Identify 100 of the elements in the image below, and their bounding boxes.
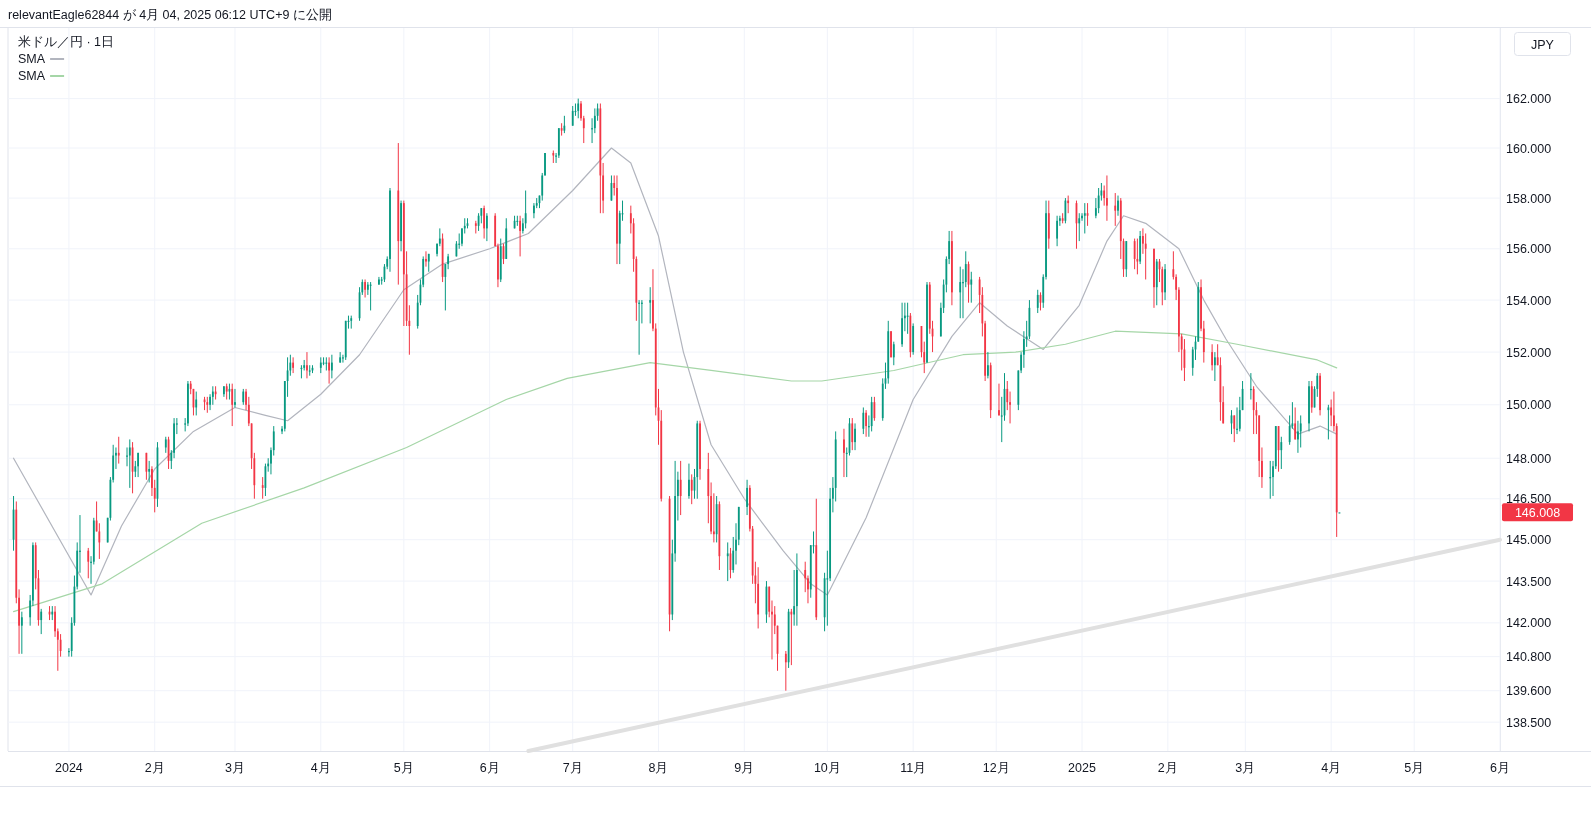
line-series (12, 147, 1338, 596)
y-tick-label: 156.000 (1506, 242, 1552, 257)
y-tick-label: 142.000 (1506, 616, 1552, 631)
text: relevantEagle62844 が 4月 04, 2025 06:12 UTC+9 に公開 (8, 8, 332, 22)
candlestick (187, 380, 189, 427)
candlestick (524, 190, 527, 229)
candlestick (223, 385, 225, 398)
x-tick-label: 8月 (648, 761, 669, 775)
y-tick-label: 145.000 (1506, 533, 1552, 548)
candlestick (1327, 404, 1330, 440)
candlestick (649, 286, 652, 324)
candlestick (20, 611, 23, 655)
candlestick (616, 174, 618, 265)
x-tick-label: 4月 (1321, 761, 1342, 775)
candlestick (970, 271, 973, 304)
candlestick (746, 479, 748, 516)
y-tick-label: 143.500 (1506, 574, 1552, 589)
y-tick-label: 158.000 (1506, 191, 1552, 206)
candlestick (901, 302, 903, 348)
candlestick (1133, 238, 1136, 270)
candlestick (389, 187, 391, 273)
y-tick-label: 154.000 (1506, 293, 1552, 308)
candlestick (688, 463, 690, 500)
y-tick-label: 138.500 (1506, 715, 1552, 730)
candlestick (137, 452, 139, 478)
line-series (12, 330, 1338, 613)
x-tick-label: 6月 (1490, 761, 1510, 775)
candlestick (865, 409, 868, 438)
candlestick (1238, 396, 1241, 432)
candlestick (906, 302, 909, 335)
candlestick (699, 420, 701, 481)
candlestick (854, 422, 856, 451)
candlestick (261, 476, 264, 500)
x-tick-label: 5月 (393, 761, 414, 775)
text: 米ドル／円 · 1日 (18, 35, 115, 49)
candlestick (117, 436, 120, 465)
x-tick-label: 7月 (562, 761, 583, 775)
candlestick (306, 351, 308, 379)
candlestick (1144, 232, 1147, 280)
candlestick (784, 650, 787, 692)
candlestick (959, 266, 962, 319)
x-tick-label: 4月 (310, 761, 331, 775)
candlestick (726, 541, 729, 582)
x-tick-label: 2月 (144, 761, 165, 775)
candlestick (926, 281, 928, 364)
y-tick-label: 148.000 (1506, 451, 1552, 466)
text: 146.008 (1514, 505, 1561, 520)
y-tick-label: 140.800 (1506, 650, 1552, 665)
candlestick (1269, 460, 1272, 500)
x-tick-label: 5月 (1404, 761, 1425, 775)
candlestick (1308, 380, 1310, 432)
candlestick (128, 438, 131, 489)
candlestick (638, 299, 641, 356)
candlestick (425, 250, 427, 268)
candlestick (1056, 215, 1059, 247)
candlestick (328, 356, 330, 385)
candlestick (923, 341, 926, 374)
x-tick-label: 9月 (734, 761, 755, 775)
candlestick (987, 351, 989, 379)
candlestick (292, 356, 295, 374)
x-tick-label: 2024 (54, 761, 83, 775)
candlestick (1153, 248, 1155, 309)
candlestick (1316, 372, 1319, 398)
y-tick-label: 162.000 (1506, 92, 1552, 107)
candlestick (851, 417, 854, 451)
x-tick-label: 10月 (813, 761, 841, 775)
legend-label: SMA (18, 52, 46, 66)
candlestick (1310, 380, 1313, 414)
candlestick (364, 278, 366, 299)
y-tick-label: 150.000 (1506, 398, 1552, 413)
candlestick (1164, 263, 1166, 301)
candlestick (892, 341, 895, 366)
candlestick (1136, 238, 1139, 275)
candlestick (796, 552, 798, 627)
legend-label: SMA (18, 69, 46, 83)
candlestick (378, 276, 380, 286)
x-tick-label: 6月 (479, 761, 500, 775)
candlestick (577, 98, 580, 119)
candlestick (1036, 289, 1039, 314)
candlestick (571, 105, 574, 127)
x-tick-label: 3月 (225, 761, 245, 775)
candlestick (1114, 192, 1117, 227)
y-tick-label: 146.500 (1506, 492, 1552, 507)
candlestick (369, 281, 372, 311)
x-tick-label: 3月 (1235, 761, 1256, 775)
x-tick-label: 12月 (982, 761, 1010, 775)
candlestick (998, 383, 1000, 416)
y-axis-title: JPY (1531, 37, 1555, 52)
candlestick (1319, 372, 1321, 416)
y-tick-label: 139.600 (1506, 684, 1552, 699)
candlestick (843, 428, 845, 478)
candlestick (483, 205, 486, 240)
candlestick (40, 608, 43, 635)
y-tick-label: 152.000 (1506, 345, 1552, 360)
x-tick-label: 11月 (900, 761, 927, 775)
candlestick (1106, 174, 1108, 222)
candlestick (234, 388, 236, 408)
candlestick (1280, 436, 1283, 470)
candlestick (485, 212, 488, 242)
candlestick (400, 200, 402, 252)
